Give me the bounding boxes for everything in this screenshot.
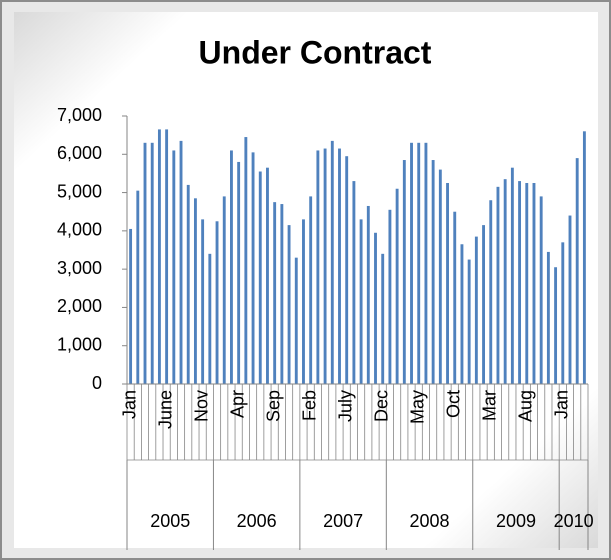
bar — [518, 181, 522, 384]
x-tick-label: Oct — [443, 390, 463, 418]
bar — [165, 129, 169, 384]
bar — [172, 150, 176, 384]
bar — [258, 171, 262, 384]
y-tick-label: 5,000 — [57, 181, 102, 201]
bar — [352, 181, 356, 384]
bar — [294, 257, 298, 384]
bar — [381, 253, 385, 384]
bar — [287, 225, 291, 384]
bar — [237, 161, 241, 384]
bar — [215, 221, 219, 384]
bar — [186, 184, 190, 384]
bar — [410, 142, 413, 384]
bar — [525, 183, 529, 384]
bar — [359, 219, 363, 384]
x-tick-label: June — [155, 390, 175, 429]
bar — [431, 160, 435, 384]
bar — [129, 228, 133, 384]
bar — [510, 167, 514, 384]
chart-title: Under Contract — [199, 34, 432, 70]
bar — [150, 142, 154, 384]
bar — [374, 232, 377, 384]
y-tick-label: 7,000 — [57, 105, 102, 125]
year-label: 2010 — [554, 511, 594, 531]
bar — [273, 202, 277, 384]
bar — [309, 196, 313, 384]
x-tick-label: Aug — [516, 390, 536, 422]
bar — [179, 140, 183, 384]
bar — [582, 131, 586, 384]
y-tick-label: 6,000 — [57, 143, 102, 163]
bar — [201, 219, 205, 384]
bar — [338, 148, 341, 384]
bar — [546, 251, 550, 384]
bar — [143, 142, 147, 384]
x-tick-label: Sep — [263, 390, 283, 422]
bar — [136, 190, 140, 384]
bar — [402, 160, 406, 384]
y-tick-label: 0 — [92, 373, 102, 393]
bar — [474, 236, 478, 384]
y-tick-label: 4,000 — [57, 220, 102, 240]
bar — [453, 211, 457, 384]
bar — [302, 219, 305, 384]
bar — [460, 244, 464, 384]
x-tick-label: Jan — [119, 390, 139, 419]
bar — [496, 186, 500, 384]
bar — [157, 129, 161, 384]
bar — [345, 156, 349, 384]
x-tick-label: Dec — [371, 390, 391, 422]
year-label: 2006 — [237, 511, 277, 531]
bar — [489, 200, 493, 384]
bar — [388, 209, 392, 384]
bar — [568, 215, 572, 384]
bar — [366, 205, 370, 384]
bar — [208, 253, 212, 384]
y-tick-label: 3,000 — [57, 258, 102, 278]
x-tick-label: Jan — [552, 390, 572, 419]
bar — [482, 225, 485, 384]
year-label: 2009 — [496, 511, 536, 531]
bar — [230, 150, 233, 384]
year-label: 2008 — [410, 511, 450, 531]
bar — [280, 204, 284, 384]
x-tick-label: July — [335, 390, 355, 422]
bar — [503, 179, 507, 384]
year-label: 2005 — [150, 511, 190, 531]
bar — [244, 137, 248, 384]
bar — [266, 167, 269, 384]
bar — [316, 150, 320, 384]
x-tick-label: Nov — [191, 390, 211, 422]
bar — [438, 169, 442, 384]
bar — [561, 242, 565, 384]
bar — [554, 267, 558, 384]
bar — [251, 152, 255, 384]
bar — [417, 142, 421, 384]
bar — [539, 196, 543, 384]
chart-panel — [14, 12, 598, 548]
bar — [446, 183, 449, 384]
bar — [193, 198, 197, 384]
x-tick-label: Apr — [227, 390, 247, 418]
bar — [323, 148, 327, 384]
x-tick-label: Feb — [299, 390, 319, 421]
bar — [222, 196, 226, 384]
bar — [395, 188, 399, 384]
bar — [330, 140, 334, 384]
bar — [424, 142, 428, 384]
bar — [575, 158, 579, 384]
x-tick-label: May — [407, 390, 427, 424]
year-label: 2007 — [323, 511, 363, 531]
y-tick-label: 1,000 — [57, 334, 102, 354]
bar — [467, 259, 471, 384]
x-tick-label: Mar — [480, 390, 500, 421]
bar — [532, 183, 536, 384]
y-tick-label: 2,000 — [57, 296, 102, 316]
